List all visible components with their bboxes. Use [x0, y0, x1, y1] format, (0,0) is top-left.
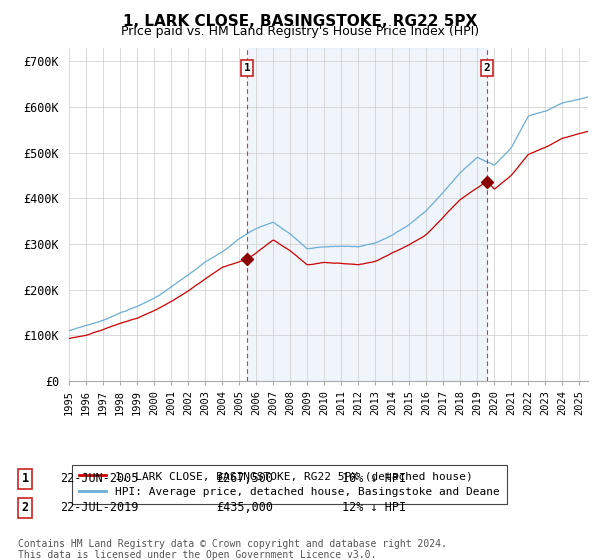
Text: 22-JUL-2019: 22-JUL-2019 [60, 501, 139, 515]
Text: Contains HM Land Registry data © Crown copyright and database right 2024.: Contains HM Land Registry data © Crown c… [18, 539, 447, 549]
Bar [247, 48, 487, 381]
Text: This data is licensed under the Open Government Licence v3.0.: This data is licensed under the Open Gov… [18, 550, 376, 560]
Text: 1, LARK CLOSE, BASINGSTOKE, RG22 5PX: 1, LARK CLOSE, BASINGSTOKE, RG22 5PX [123, 14, 477, 29]
Text: 16% ↓ HPI: 16% ↓ HPI [342, 472, 406, 486]
Text: £267,500: £267,500 [216, 472, 273, 486]
Text: 1: 1 [22, 472, 29, 486]
Text: 2: 2 [484, 63, 490, 73]
Text: 22-JUN-2005: 22-JUN-2005 [60, 472, 139, 486]
Text: Price paid vs. HM Land Registry's House Price Index (HPI): Price paid vs. HM Land Registry's House … [121, 25, 479, 38]
Legend: 1, LARK CLOSE, BASINGSTOKE, RG22 5PX (detached house), HPI: Average price, detac: 1, LARK CLOSE, BASINGSTOKE, RG22 5PX (de… [72, 465, 507, 503]
Text: 2: 2 [22, 501, 29, 515]
Text: £435,000: £435,000 [216, 501, 273, 515]
Text: 1: 1 [244, 63, 251, 73]
Text: 12% ↓ HPI: 12% ↓ HPI [342, 501, 406, 515]
